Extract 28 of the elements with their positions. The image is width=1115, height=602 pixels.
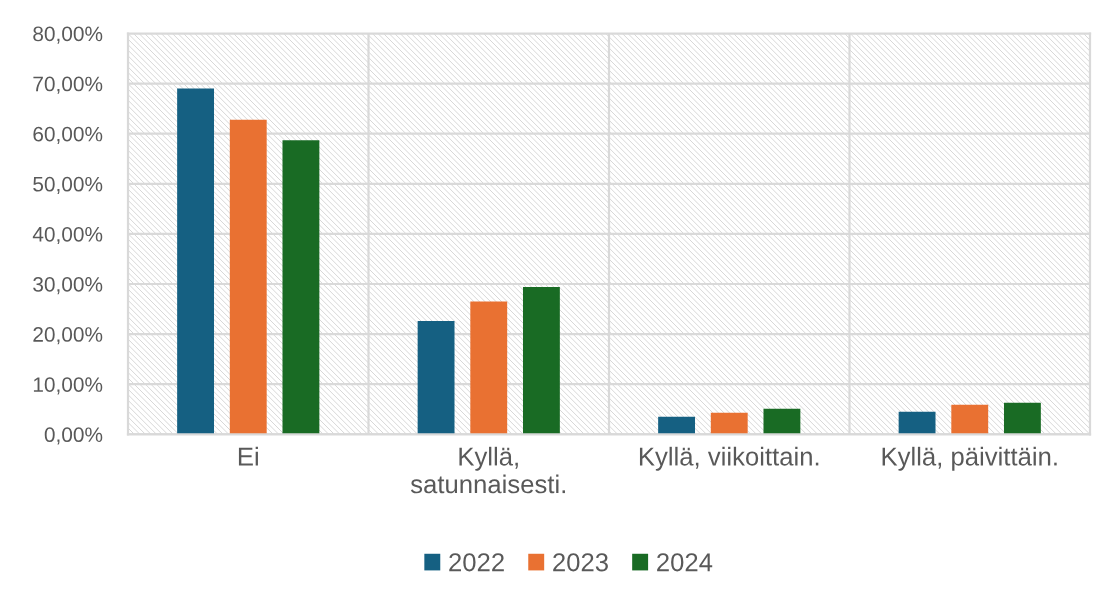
bar: [1003, 402, 1041, 435]
bar: [470, 301, 508, 435]
y-tick-label: 30,00%: [33, 277, 103, 295]
bar: [177, 88, 215, 435]
x-tick-label: Ei: [238, 446, 258, 466]
bar: [229, 119, 267, 435]
bar: [282, 140, 320, 435]
y-tick-label: 50,00%: [33, 176, 103, 195]
x-tick-label: Kyllä, satunnaisesti.: [410, 446, 565, 494]
y-tick-label: 40,00%: [32, 226, 103, 245]
y-tick-label: 10,00%: [33, 377, 103, 395]
legend-label: 2023: [553, 553, 608, 572]
bar: [522, 287, 560, 435]
bar: [898, 411, 936, 435]
bar: [763, 408, 801, 435]
x-tick-label: Kyllä, viikoittain.: [639, 446, 819, 471]
bar: [951, 404, 989, 435]
legend-label: 2024: [657, 553, 713, 572]
y-tick-label: 80,00%: [33, 26, 103, 44]
y-tick-label: 60,00%: [33, 126, 103, 144]
bar: [658, 416, 696, 435]
y-tick-label: 0,00%: [44, 427, 103, 445]
bar: [710, 412, 748, 435]
x-tick-label: Kyllä, päivittäin.: [882, 446, 1057, 471]
bar: [417, 321, 455, 435]
y-tick-label: 20,00%: [33, 327, 103, 345]
legend-label: 2022: [449, 553, 504, 572]
y-tick-label: 70,00%: [33, 76, 103, 94]
